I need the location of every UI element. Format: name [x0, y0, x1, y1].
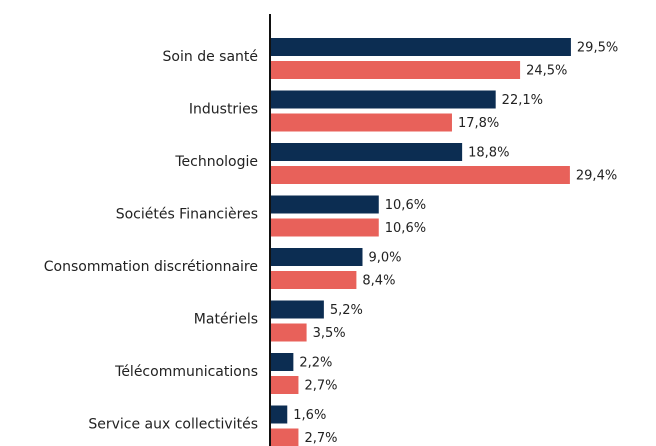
value-label: 29,4% — [576, 169, 617, 184]
value-label: 1,6% — [293, 408, 326, 423]
value-label: 10,6% — [385, 198, 426, 213]
value-label: 18,8% — [468, 146, 509, 161]
category-label: Sociétés Financières — [116, 207, 258, 223]
value-label: 2,7% — [304, 379, 337, 394]
value-label: 2,7% — [304, 431, 337, 446]
bar — [271, 195, 379, 214]
bar — [271, 38, 571, 56]
bar — [271, 428, 299, 446]
category-label: Service aux collectivités — [88, 417, 258, 433]
value-label: 22,1% — [502, 93, 543, 108]
bar — [271, 271, 357, 289]
value-label: 17,8% — [458, 116, 499, 131]
bar — [271, 376, 299, 394]
bar — [271, 405, 288, 424]
bar — [271, 90, 496, 109]
bar — [271, 61, 521, 79]
category-label: Consommation discrétionnaire — [44, 259, 258, 275]
bar — [271, 218, 379, 237]
value-label: 3,5% — [313, 326, 346, 341]
category-label: Technologie — [174, 154, 258, 170]
bar — [271, 248, 363, 266]
value-label: 9,0% — [369, 251, 402, 266]
value-label: 5,2% — [330, 303, 363, 318]
value-label: 10,6% — [385, 221, 426, 236]
value-label: 24,5% — [526, 64, 567, 79]
bar — [271, 166, 570, 184]
category-label: Télécommunications — [114, 364, 258, 380]
bar — [271, 143, 463, 161]
value-label: 29,5% — [577, 41, 618, 56]
bar — [271, 323, 307, 342]
bar — [271, 300, 324, 319]
bar — [271, 113, 452, 132]
category-label: Matériels — [194, 312, 258, 328]
category-label: Industries — [189, 102, 258, 118]
category-label: Soin de santé — [163, 49, 258, 65]
value-label: 8,4% — [362, 274, 395, 289]
bar — [271, 353, 294, 371]
value-label: 2,2% — [299, 356, 332, 371]
